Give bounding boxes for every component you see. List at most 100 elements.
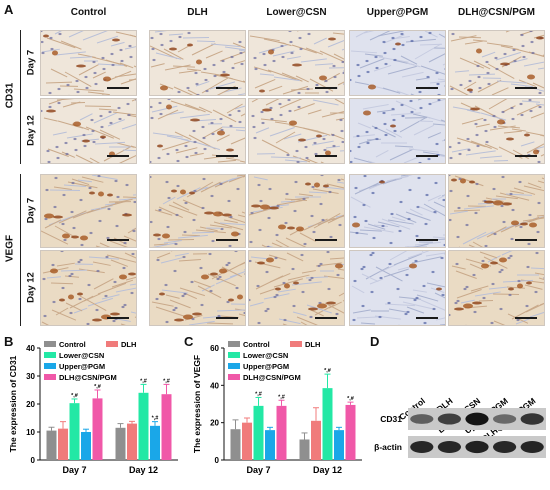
vegf-chart-legend-label: Upper@PGM [243, 362, 289, 371]
cd31-chart-bar [81, 432, 91, 460]
group-label-vegf: VEGF [4, 234, 16, 263]
ihc-image-cd31-day-12-dlh-csn-pgm [448, 98, 545, 164]
cd31-chart-significance-label: *,# [140, 378, 147, 384]
cd31-chart-y-tick-label: 0 [31, 456, 36, 465]
vegf-chart-y-axis-label: The expression of VEGF [192, 355, 202, 453]
vegf-chart-y-tick-label: 20 [210, 419, 219, 428]
panel-label-c: C [184, 334, 194, 349]
ihc-image-vegf-day-7-lower-csn [248, 174, 345, 248]
cd31-chart-legend-swatch [44, 341, 56, 347]
cd31-chart-legend-swatch [106, 341, 118, 347]
vegf-chart-legend-label: Control [243, 340, 270, 349]
vegf-chart-significance-label: *,# [255, 391, 262, 397]
cd31-chart-legend-label: Control [59, 340, 86, 349]
cd31-bar-chart: 0 10 20 30 40 The expression of CD31 Day 7 *,# *… [8, 340, 178, 475]
ihc-image-vegf-day-7-upper-pgm [349, 174, 446, 248]
blot-band [465, 412, 489, 426]
scale-bar [416, 155, 438, 157]
column-header-dlh: DLH [187, 7, 208, 18]
ihc-image-vegf-day-7-dlh-csn-pgm [448, 174, 545, 248]
blot-row-label-cd31: CD31 [380, 414, 402, 424]
ihc-image-cd31-day-7-dlh [149, 30, 246, 96]
scale-bar [416, 87, 438, 89]
cd31-chart-legend-label: Upper@PGM [59, 362, 105, 371]
cd31-chart-bar [161, 394, 172, 460]
scale-bar [107, 317, 129, 319]
blot-band [520, 413, 544, 425]
scale-bar [515, 155, 537, 157]
vegf-chart-legend-label: DLH [305, 340, 320, 349]
vegf-chart-bar [253, 405, 264, 460]
vegf-chart-y-tick-label: 0 [215, 456, 220, 465]
scale-bar [515, 317, 537, 319]
cd31-chart-y-tick-label: 20 [26, 400, 35, 409]
vegf-chart-bar [230, 429, 241, 460]
ihc-image-cd31-day-7-dlh-csn-pgm [448, 30, 545, 96]
panel-label-d: D [370, 334, 380, 349]
cd31-chart-y-axis-label: The expression of CD31 [8, 355, 18, 452]
vegf-chart-legend-swatch [290, 341, 302, 347]
vegf-chart-legend-swatch [228, 374, 240, 380]
scale-bar [216, 317, 238, 319]
scale-bar [216, 155, 238, 157]
vegf-chart-bar [345, 404, 356, 460]
vegf-chart-legend-swatch [228, 352, 240, 358]
cd31-chart-bar [127, 423, 137, 460]
vegf-bar-chart: 0 20 40 60 The expression of VEGF Day 7 *,# *,#… [192, 340, 362, 475]
ihc-image-vegf-day-12-dlh-csn-pgm [448, 250, 545, 326]
ihc-image-vegf-day-12-control [40, 250, 137, 326]
cd31-chart-significance-label: *,# [94, 384, 101, 390]
blot-band [410, 441, 434, 453]
column-header-lower-csn: Lower@CSN [266, 7, 327, 18]
vegf-chart-bar [242, 422, 252, 460]
column-header-upper-pgm: Upper@PGM [366, 7, 429, 18]
ihc-image-vegf-day-7-dlh [149, 174, 246, 248]
blot-band [520, 440, 544, 454]
cd31-chart-legend-label: Lower@CSN [59, 351, 104, 360]
cd31-chart-bar [115, 427, 126, 460]
group-bracket-cd31 [20, 30, 21, 164]
cd31-chart-bar [150, 425, 160, 460]
scale-bar [107, 87, 129, 89]
scale-bar [416, 317, 438, 319]
blot-band [465, 440, 489, 454]
vegf-chart-bar [265, 430, 275, 460]
group-label-cd31: CD31 [4, 82, 16, 109]
column-header-control: Control [70, 7, 107, 18]
scale-bar [216, 239, 238, 241]
cd31-chart-y-tick-label: 40 [26, 344, 35, 353]
vegf-chart-bar [322, 388, 333, 460]
vegf-chart-legend-swatch [228, 341, 240, 347]
western-blot: ControlDLHLower@CSNUpper@PGMDLH@CSN/PGMC… [374, 396, 546, 458]
vegf-chart-y-tick-label: 40 [210, 381, 219, 390]
cd31-chart-legend-label: DLH@CSN/PGM [59, 373, 117, 382]
ihc-image-cd31-day-7-upper-pgm [349, 30, 446, 96]
cd31-chart-bar [92, 398, 103, 460]
cd31-chart-bar [69, 403, 80, 460]
blot-row-label-actin: β-actin [374, 442, 402, 452]
ihc-image-cd31-day-12-control [40, 98, 137, 164]
ihc-image-cd31-day-12-lower-csn [248, 98, 345, 164]
cd31-chart-legend-swatch [44, 352, 56, 358]
cd31-chart-y-tick-label: 10 [26, 428, 35, 437]
scale-bar [315, 317, 337, 319]
vegf-chart-significance-label: *,# [347, 396, 354, 402]
cd31-chart-legend-swatch [44, 374, 56, 380]
ihc-image-vegf-day-12-upper-pgm [349, 250, 446, 326]
vegf-chart-legend-label: Lower@CSN [243, 351, 288, 360]
cd31-chart-bar [138, 392, 149, 460]
vegf-chart-legend-label: DLH@CSN/PGM [243, 373, 301, 382]
ihc-image-cd31-day-7-lower-csn [248, 30, 345, 96]
cd31-chart-significance-label: *,# [71, 393, 78, 399]
scale-bar [315, 87, 337, 89]
scale-bar [107, 239, 129, 241]
cd31-chart-bar [46, 430, 57, 460]
ihc-image-vegf-day-12-lower-csn [248, 250, 345, 326]
vegf-chart-bar [334, 430, 344, 460]
vegf-chart-bar [299, 439, 310, 460]
vegf-chart-category-label: Day 7 [246, 465, 270, 475]
cd31-chart-category-label: Day 12 [129, 465, 158, 475]
vegf-chart-y-tick-label: 60 [210, 344, 219, 353]
group-bracket-vegf [20, 174, 21, 326]
row-label-vegf-day-7: Day 7 [25, 197, 37, 224]
